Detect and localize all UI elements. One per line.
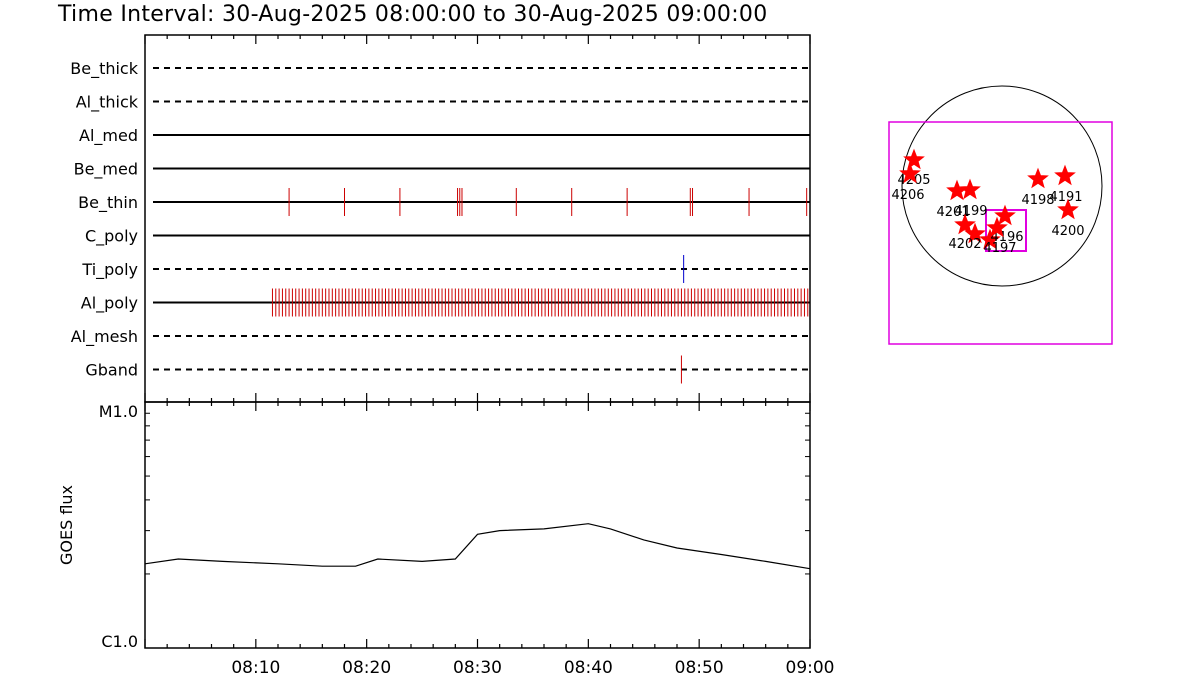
region-star-marker — [899, 162, 921, 184]
goes-flux-line — [144, 523, 811, 570]
region-star-marker — [1027, 167, 1049, 189]
channel-label: Al_thick — [76, 93, 139, 113]
channel-label: Be_thin — [78, 193, 138, 213]
region-label: 4198 — [1021, 193, 1054, 208]
region-star-marker — [954, 213, 976, 235]
region-label: 4197 — [983, 241, 1016, 256]
goes-xtick-label: 08:20 — [342, 658, 391, 678]
goes-xtick-label: 08:50 — [675, 658, 724, 678]
region-star-marker — [903, 148, 925, 170]
goes-ytick-label: C1.0 — [101, 632, 138, 651]
goes-frame — [144, 401, 811, 649]
sun-map-panel: 4205420642014199419841914200420241964197 — [888, 85, 1113, 345]
region-label: 4202 — [948, 237, 981, 252]
goes-ytick-label: M1.0 — [99, 402, 138, 421]
channel-label: Al_mesh — [71, 327, 138, 347]
goes-xtick-label: 08:10 — [231, 658, 280, 678]
timeline-frame — [144, 34, 811, 403]
channel-label: C_poly — [85, 227, 138, 247]
fov-box — [888, 121, 1113, 345]
solar-disk — [901, 85, 1103, 287]
region-star-marker — [986, 216, 1008, 238]
goes-xtick-label: 08:30 — [453, 658, 502, 678]
event-timeline-panel: Be_thick Al_thick Al_med Be_med Be_thin C_pol… — [70, 34, 811, 403]
channel-label: Be_med — [74, 160, 138, 180]
region-label: 4200 — [1051, 224, 1084, 239]
region-star-marker — [959, 178, 981, 200]
channel-label: Be_thick — [70, 59, 138, 79]
goes-flux-panel: M1.0 C1.0 GOES flux 08:10 08:20 08:30 08:40 08:… — [57, 401, 835, 678]
page-title: Time Interval: 30-Aug-2025 08:00:00 to 3… — [58, 2, 768, 27]
region-label: 4206 — [891, 188, 924, 203]
channel-label: Ti_poly — [81, 260, 138, 280]
region-star-marker — [994, 204, 1016, 226]
region-star-marker — [1054, 164, 1076, 186]
channel-label: Al_med — [79, 126, 138, 146]
region-star-marker — [979, 228, 1001, 250]
goes-xtick-label: 08:40 — [564, 658, 613, 678]
goes-ylabel: GOES flux — [57, 485, 76, 565]
region-star-marker — [1057, 198, 1079, 220]
channel-label: Al_poly — [81, 294, 138, 314]
region-label: 4199 — [954, 204, 987, 219]
goes-xtick-label: 09:00 — [786, 658, 835, 678]
region-label: 4191 — [1049, 190, 1082, 205]
region-label: 4201 — [936, 205, 969, 220]
channel-label: Gband — [85, 361, 138, 380]
